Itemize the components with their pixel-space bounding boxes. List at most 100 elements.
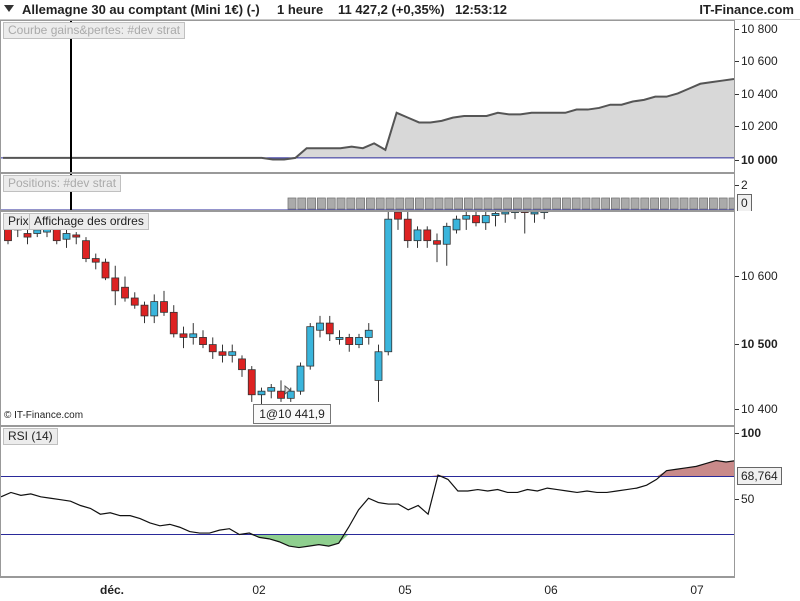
candle-body bbox=[403, 218, 412, 242]
candle-body bbox=[355, 337, 363, 345]
candle-body bbox=[169, 311, 178, 335]
candle-body bbox=[33, 229, 42, 234]
dropdown-arrow-icon[interactable] bbox=[4, 5, 14, 12]
candle-body bbox=[374, 351, 383, 381]
position-bar bbox=[454, 197, 464, 210]
candle-body bbox=[208, 344, 217, 353]
candle-body bbox=[442, 225, 451, 245]
position-bar bbox=[718, 197, 728, 210]
candle-body bbox=[540, 212, 549, 213]
candle-body bbox=[82, 240, 90, 259]
price-panel: Prix Affichage des ordres bbox=[0, 211, 735, 426]
order-marker-icon bbox=[284, 384, 291, 396]
rsi-panel: RSI (14) bbox=[0, 426, 735, 577]
timeframe[interactable]: 1 heure bbox=[277, 2, 324, 17]
position-bar bbox=[611, 197, 620, 210]
candle-body bbox=[364, 329, 373, 338]
candle-body bbox=[481, 215, 490, 224]
candle-body bbox=[452, 218, 461, 231]
position-bar bbox=[375, 197, 385, 210]
price-axis: 10 600 10 500 10 400 bbox=[735, 211, 800, 426]
equity-tick: 10 800 bbox=[735, 22, 778, 36]
position-bar bbox=[591, 197, 601, 210]
candle-body bbox=[413, 229, 422, 242]
candle-body bbox=[433, 240, 441, 245]
price-tick: 10 400 bbox=[735, 402, 778, 416]
position-bar bbox=[287, 197, 297, 210]
position-bar bbox=[463, 197, 473, 210]
position-bar bbox=[316, 197, 326, 210]
position-bar bbox=[562, 197, 571, 210]
position-bar bbox=[552, 197, 561, 210]
equity-axis: 10 800 10 600 10 400 10 200 10 000 bbox=[735, 20, 800, 173]
candle-body bbox=[62, 233, 71, 240]
position-bar bbox=[434, 197, 444, 210]
candle-body bbox=[257, 390, 266, 396]
rsi-tick: 100 bbox=[734, 426, 762, 440]
position-bar bbox=[336, 197, 346, 210]
position-bar bbox=[581, 197, 591, 210]
position-bar bbox=[307, 197, 317, 210]
rsi-label: RSI (14) bbox=[3, 428, 58, 445]
position-bar bbox=[640, 197, 650, 210]
position-bar bbox=[669, 197, 679, 210]
position-bar bbox=[483, 197, 493, 210]
position-bar bbox=[689, 197, 699, 210]
time-axis: déc. 02 05 06 07 bbox=[0, 577, 735, 601]
equity-chart bbox=[1, 21, 734, 172]
position-bar bbox=[513, 197, 522, 210]
position-bar bbox=[473, 197, 483, 210]
positions-chart bbox=[1, 174, 734, 210]
candle-body bbox=[91, 258, 100, 263]
equity-line bbox=[3, 77, 734, 161]
candle-body bbox=[325, 322, 334, 335]
position-bar bbox=[424, 197, 434, 210]
position-bar bbox=[444, 197, 454, 210]
candle-body bbox=[238, 358, 246, 371]
orders-toggle[interactable]: Affichage des ordres bbox=[29, 213, 149, 230]
position-bar bbox=[709, 197, 718, 210]
last-price: 11 427,2 (+0,35%) bbox=[338, 2, 445, 17]
position-bar bbox=[620, 197, 630, 210]
title-bar: Allemagne 30 au comptant (Mini 1€) (-) 1… bbox=[0, 0, 800, 20]
position-bar bbox=[365, 197, 375, 210]
positions-label: Positions: #dev strat bbox=[3, 175, 122, 192]
position-bar bbox=[650, 197, 659, 210]
brand-logo: IT-Finance.com bbox=[699, 2, 794, 17]
rsi-chart bbox=[1, 459, 734, 549]
rsi-overbought-fill bbox=[1, 460, 734, 477]
candle-body bbox=[150, 301, 159, 317]
position-bar bbox=[493, 197, 503, 210]
position-bar bbox=[405, 197, 415, 210]
instrument-name[interactable]: Allemagne 30 au comptant (Mini 1€) (-) bbox=[22, 2, 260, 17]
candle-body bbox=[228, 351, 237, 356]
position-bar bbox=[542, 197, 552, 210]
equity-tick: 10 600 bbox=[735, 54, 778, 68]
rsi-oversold-fill bbox=[1, 534, 734, 548]
candle-body bbox=[72, 234, 81, 238]
order-note: 1@10 441,9 bbox=[253, 404, 331, 424]
position-bar bbox=[630, 197, 640, 210]
position-bar bbox=[699, 197, 708, 210]
candle-body bbox=[140, 304, 149, 317]
position-bar bbox=[679, 197, 689, 210]
candle-body bbox=[267, 387, 276, 392]
candle-body bbox=[316, 322, 324, 331]
candle-body bbox=[296, 365, 305, 392]
positions-tick: 2 bbox=[735, 178, 748, 192]
time-tick: déc. bbox=[99, 583, 125, 597]
candle-body bbox=[423, 229, 432, 242]
candle-body bbox=[335, 337, 344, 340]
position-bar bbox=[532, 197, 542, 210]
time-tick: 05 bbox=[398, 583, 412, 597]
candle-body bbox=[511, 212, 519, 213]
candle-body bbox=[345, 337, 354, 345]
candle-body bbox=[189, 333, 198, 338]
candlestick-chart bbox=[4, 212, 549, 406]
equity-tick: 10 200 bbox=[735, 119, 778, 133]
candle-body bbox=[277, 390, 285, 399]
candle-body bbox=[130, 297, 139, 306]
position-bar bbox=[297, 197, 307, 210]
position-bar bbox=[395, 197, 405, 210]
rsi-axis: 100 50 bbox=[734, 426, 800, 577]
